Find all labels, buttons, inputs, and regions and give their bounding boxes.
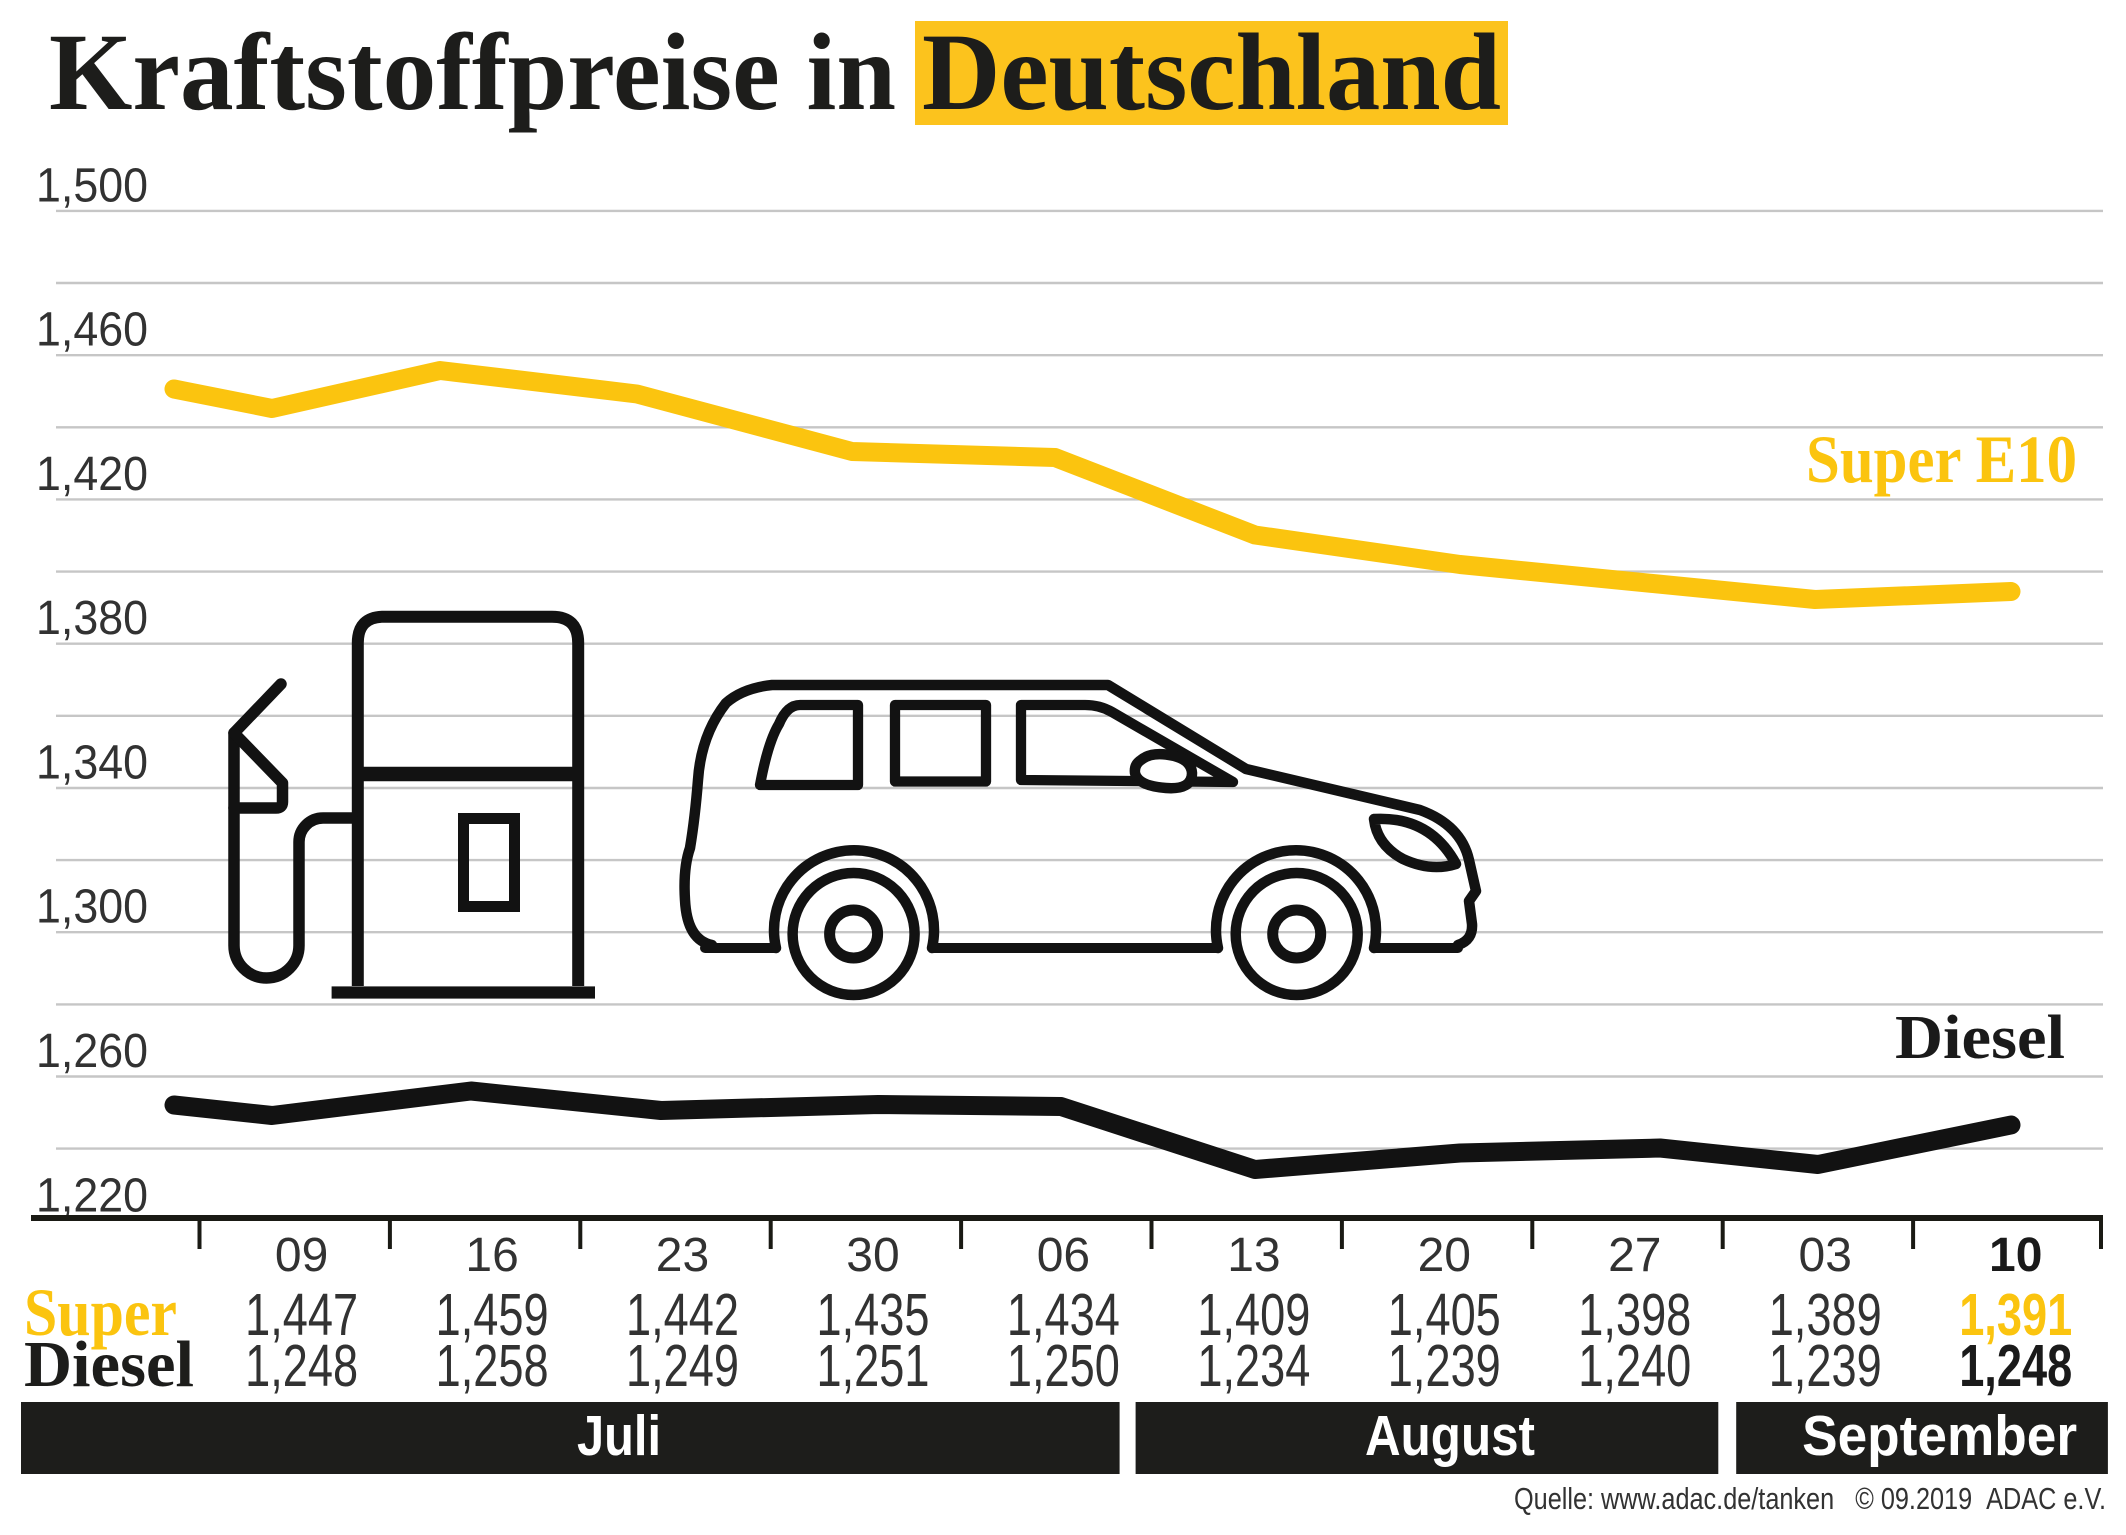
svg-text:1,435: 1,435: [817, 1282, 930, 1348]
svg-text:1,248: 1,248: [1959, 1333, 2072, 1399]
svg-text:1,447: 1,447: [245, 1282, 358, 1348]
svg-text:1,459: 1,459: [436, 1282, 549, 1348]
svg-text:Deutschland: Deutschland: [922, 11, 1501, 133]
svg-text:10: 10: [1989, 1229, 2042, 1282]
svg-text:20: 20: [1418, 1229, 1471, 1282]
svg-text:06: 06: [1037, 1229, 1090, 1282]
svg-text:1,420: 1,420: [36, 448, 148, 501]
svg-text:Diesel: Diesel: [24, 1328, 194, 1401]
svg-text:1,260: 1,260: [36, 1025, 148, 1078]
svg-text:Super: Super: [24, 1274, 177, 1350]
svg-text:1,409: 1,409: [1197, 1282, 1310, 1348]
svg-text:August: August: [1365, 1404, 1535, 1468]
svg-text:1,234: 1,234: [1197, 1333, 1310, 1399]
svg-text:03: 03: [1799, 1229, 1852, 1282]
svg-text:Super E10: Super E10: [1806, 421, 2077, 497]
svg-text:27: 27: [1608, 1229, 1661, 1282]
svg-text:1,239: 1,239: [1388, 1333, 1501, 1399]
svg-text:23: 23: [656, 1229, 709, 1282]
svg-text:1,249: 1,249: [626, 1333, 739, 1399]
svg-text:1,258: 1,258: [436, 1333, 549, 1399]
svg-text:1,398: 1,398: [1578, 1282, 1691, 1348]
svg-text:09: 09: [275, 1229, 328, 1282]
svg-text:1,220: 1,220: [36, 1169, 148, 1222]
svg-text:1,300: 1,300: [36, 881, 148, 934]
svg-text:1,251: 1,251: [817, 1333, 930, 1399]
svg-text:1,460: 1,460: [36, 304, 148, 357]
svg-text:Diesel: Diesel: [1895, 1004, 2065, 1072]
svg-text:1,434: 1,434: [1007, 1282, 1120, 1348]
svg-text:1,380: 1,380: [36, 592, 148, 645]
svg-text:Juli: Juli: [577, 1404, 661, 1468]
svg-text:Quelle: www.adac.de/tanken ©: Quelle: www.adac.de/tanken © 09.2019 ADA…: [1514, 1481, 2106, 1516]
svg-text:1,240: 1,240: [1578, 1333, 1691, 1399]
svg-text:1,340: 1,340: [36, 737, 148, 790]
svg-text:1,248: 1,248: [245, 1333, 358, 1399]
svg-text:1,391: 1,391: [1959, 1282, 2072, 1348]
svg-text:16: 16: [465, 1229, 518, 1282]
svg-text:13: 13: [1227, 1229, 1280, 1282]
svg-text:30: 30: [846, 1229, 899, 1282]
svg-text:1,389: 1,389: [1769, 1282, 1882, 1348]
svg-text:1,250: 1,250: [1007, 1333, 1120, 1399]
svg-text:September: September: [1802, 1404, 2077, 1468]
svg-text:1,405: 1,405: [1388, 1282, 1501, 1348]
svg-text:1,239: 1,239: [1769, 1333, 1882, 1399]
svg-text:Kraftstoffpreise in: Kraftstoffpreise in: [49, 11, 896, 133]
svg-text:1,442: 1,442: [626, 1282, 739, 1348]
svg-text:1,500: 1,500: [36, 159, 148, 212]
